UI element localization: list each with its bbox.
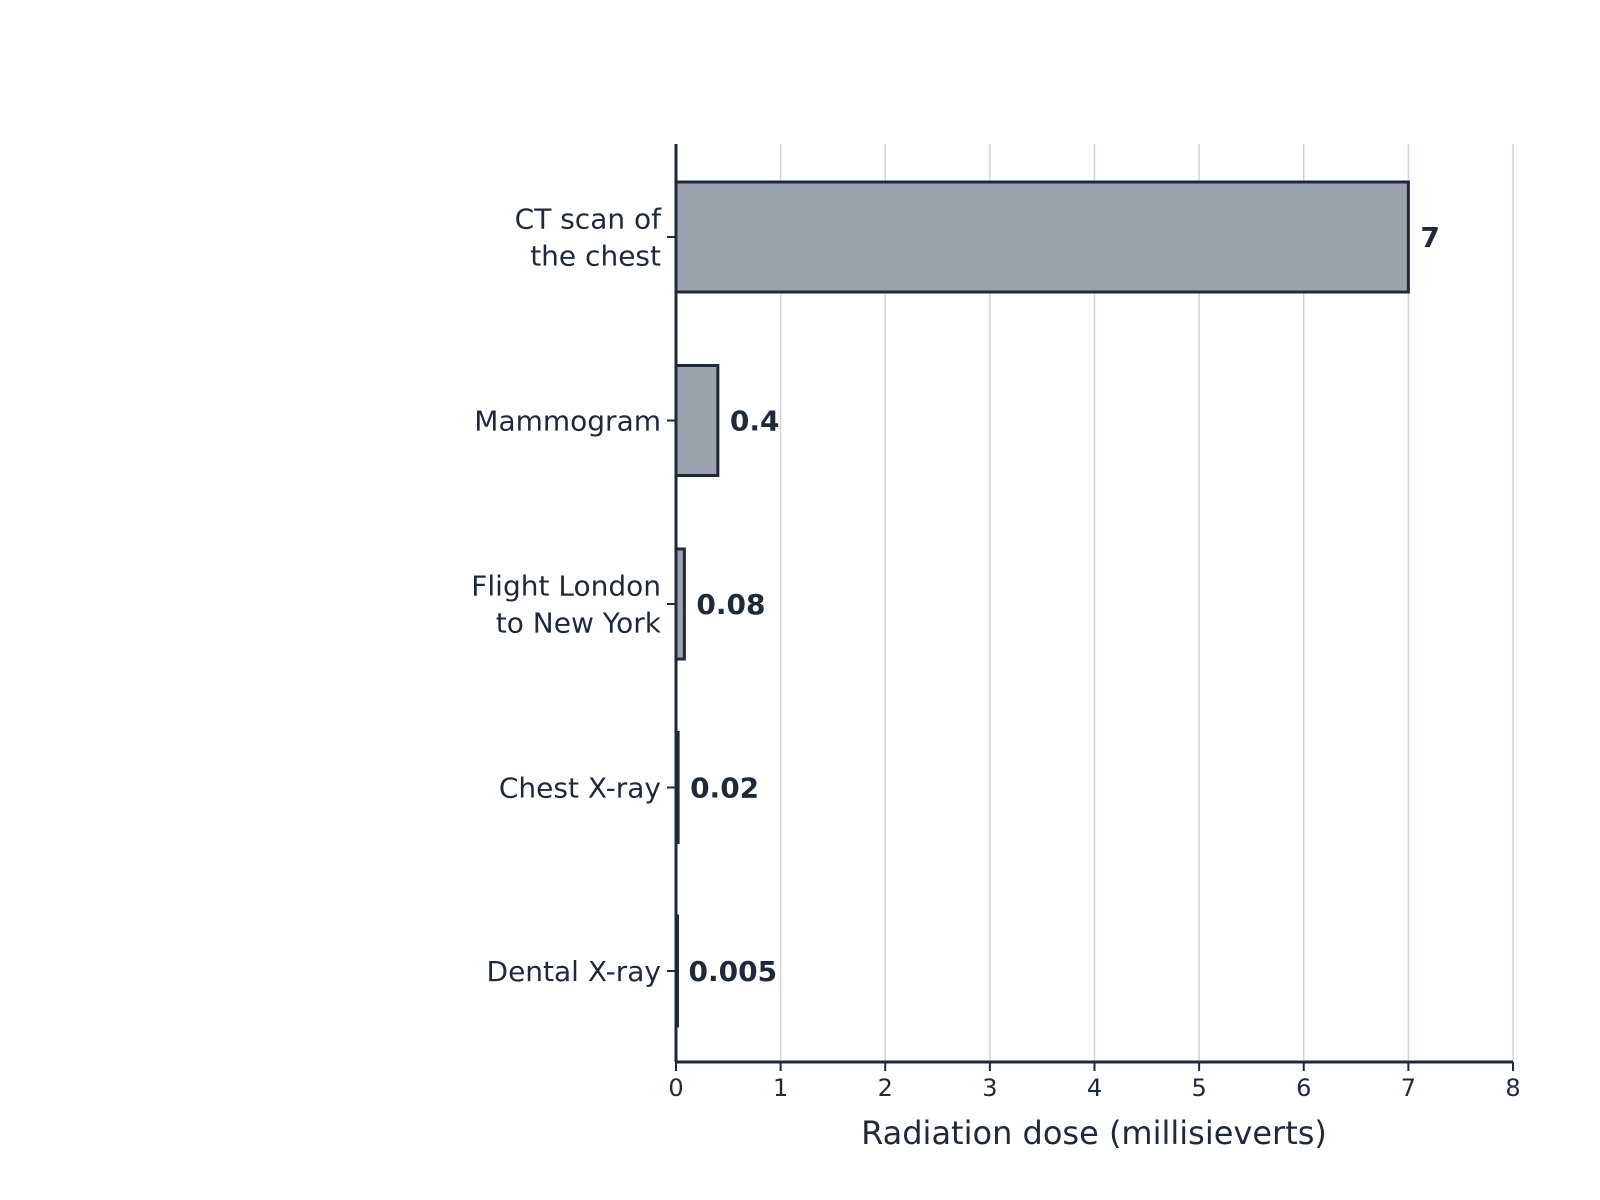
category-label: Mammogram [474, 405, 661, 438]
category-label-line: Chest X-ray [499, 772, 661, 805]
category-label-line: to New York [496, 607, 662, 640]
x-tick-label: 1 [773, 1074, 788, 1102]
category-label-line: Mammogram [474, 405, 661, 438]
labels: 7 CT scan of the chest 0.4 Mammogram 0.08 Flig… [471, 203, 1520, 1103]
data-label: 0.005 [689, 955, 778, 988]
category-label-line: Flight London [471, 570, 661, 603]
category-label-line: the chest [530, 240, 661, 273]
bar [674, 364, 720, 477]
x-tick-label: 2 [878, 1074, 893, 1102]
category-label: CT scan of the chest [515, 203, 662, 273]
category-label-line: CT scan of [515, 203, 662, 236]
grid-lines [779, 144, 1514, 1062]
x-tick-label: 8 [1505, 1074, 1520, 1102]
axes [667, 144, 1514, 1071]
data-label: 0.08 [696, 588, 765, 621]
bars [674, 180, 1410, 1028]
data-label: 7 [1420, 221, 1439, 254]
category-label: Dental X-ray [487, 955, 661, 988]
data-label: 0.4 [730, 405, 780, 438]
x-tick-label: 3 [982, 1074, 997, 1102]
bar [674, 180, 1410, 294]
category-label: Flight London to New York [471, 570, 661, 640]
x-tick-label: 7 [1401, 1074, 1416, 1102]
x-axis-title: Radiation dose (millisieverts) [861, 1114, 1327, 1152]
x-tick-label: 6 [1296, 1074, 1311, 1102]
x-tick-label: 5 [1191, 1074, 1206, 1102]
data-label: 0.02 [690, 772, 759, 805]
x-tick-label: 0 [668, 1074, 683, 1102]
x-tick-label: 4 [1087, 1074, 1102, 1102]
category-label-line: Dental X-ray [487, 955, 661, 988]
category-label: Chest X-ray [499, 772, 661, 805]
